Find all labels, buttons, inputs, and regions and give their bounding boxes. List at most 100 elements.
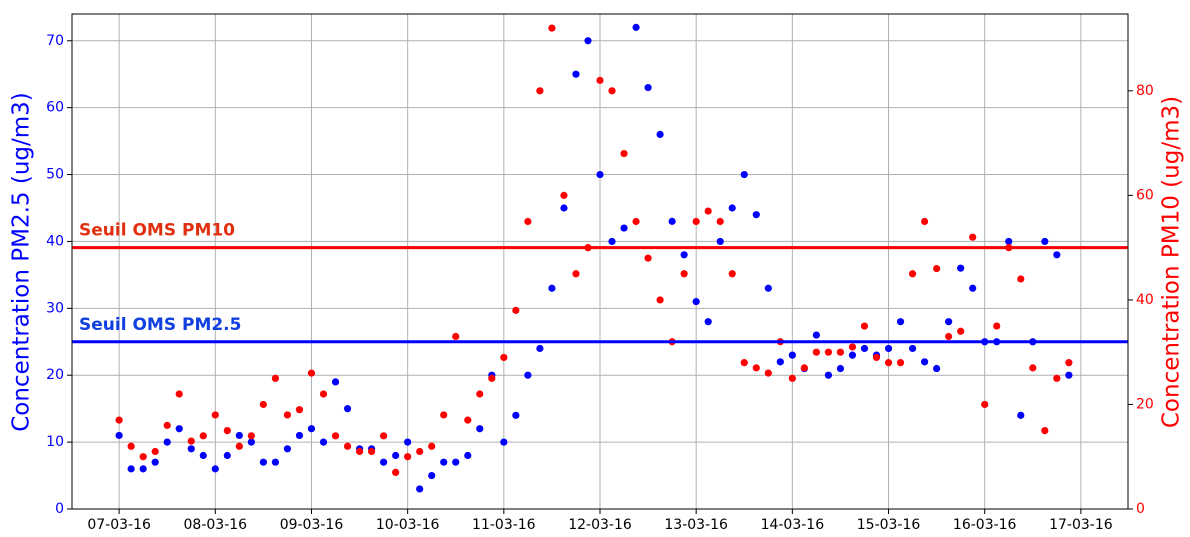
point [380, 458, 388, 466]
plot-frame [71, 13, 1129, 510]
point [728, 270, 736, 278]
point [500, 438, 508, 446]
point [175, 390, 183, 398]
x-tick-label: 08-03-16 [184, 517, 248, 533]
y2-tick-label: 40 [1136, 292, 1154, 308]
point [620, 149, 628, 158]
point [1017, 275, 1025, 283]
point [367, 447, 376, 456]
point [836, 348, 845, 356]
x-tick-label: 15-03-16 [857, 517, 921, 533]
point [211, 411, 219, 419]
point [199, 451, 207, 460]
point [163, 421, 171, 429]
point [680, 251, 688, 259]
point [151, 447, 159, 456]
point [476, 425, 484, 433]
point [1005, 237, 1013, 246]
point [247, 438, 255, 446]
threshold-label: Seuil OMS PM10 [79, 221, 235, 241]
point [848, 343, 857, 351]
x-tick-label: 14-03-16 [761, 517, 825, 533]
point [1041, 426, 1049, 435]
point [740, 170, 748, 179]
point [560, 191, 568, 199]
point [993, 322, 1001, 330]
point [428, 471, 436, 480]
point [235, 431, 243, 440]
y2-tick-label: 80 [1136, 83, 1154, 99]
point [187, 445, 195, 453]
point [139, 465, 147, 473]
point [788, 374, 796, 382]
point [933, 264, 941, 273]
point [428, 442, 436, 450]
point [776, 358, 784, 366]
point [824, 371, 833, 379]
point [692, 217, 700, 226]
point [307, 425, 316, 433]
x-tick-label: 11-03-16 [472, 517, 536, 533]
point [355, 447, 364, 456]
point [644, 254, 652, 262]
x-tick-label: 16-03-16 [953, 517, 1017, 533]
point [981, 400, 989, 409]
point [115, 416, 123, 424]
point [404, 453, 412, 461]
point [187, 437, 195, 445]
point [812, 331, 820, 339]
y2-tick-label: 20 [1136, 396, 1154, 412]
point [524, 217, 532, 226]
point [788, 351, 796, 359]
point [596, 170, 604, 179]
point [440, 458, 448, 466]
point [440, 411, 448, 419]
x-tick-label: 12-03-16 [568, 517, 632, 533]
point [812, 348, 820, 356]
point [223, 451, 231, 460]
point [536, 344, 544, 353]
point [668, 217, 676, 225]
point [957, 264, 965, 272]
point [908, 344, 917, 353]
point [764, 369, 772, 377]
point [596, 76, 604, 84]
point [392, 468, 400, 477]
point [512, 411, 520, 419]
point [331, 378, 340, 386]
point [920, 358, 929, 366]
point [884, 359, 893, 367]
point [644, 83, 652, 92]
point [163, 438, 171, 446]
point [452, 458, 460, 466]
point [872, 353, 881, 362]
point [957, 327, 965, 335]
point [680, 270, 688, 278]
point [151, 458, 159, 466]
y-tick-label: 30 [46, 300, 64, 316]
point [800, 364, 808, 372]
point [259, 400, 267, 409]
point [1065, 371, 1073, 379]
point [500, 353, 508, 362]
point [331, 432, 340, 440]
point [115, 431, 123, 440]
point [632, 23, 640, 31]
point [860, 344, 869, 353]
point [343, 442, 352, 450]
point [175, 425, 183, 433]
point [860, 322, 869, 330]
point [536, 87, 544, 95]
y-tick-label: 70 [46, 33, 64, 49]
y-tick-label: 20 [46, 367, 64, 383]
y-axis-label: Concentration PM2.5 (ug/m3) [9, 92, 35, 432]
point [692, 298, 700, 306]
point [945, 318, 953, 326]
point [716, 217, 724, 226]
y2-axis-label: Concentration PM10 (ug/m3) [1159, 96, 1185, 428]
point [295, 406, 304, 414]
point [464, 416, 472, 424]
point [933, 364, 941, 373]
point [1029, 364, 1037, 372]
